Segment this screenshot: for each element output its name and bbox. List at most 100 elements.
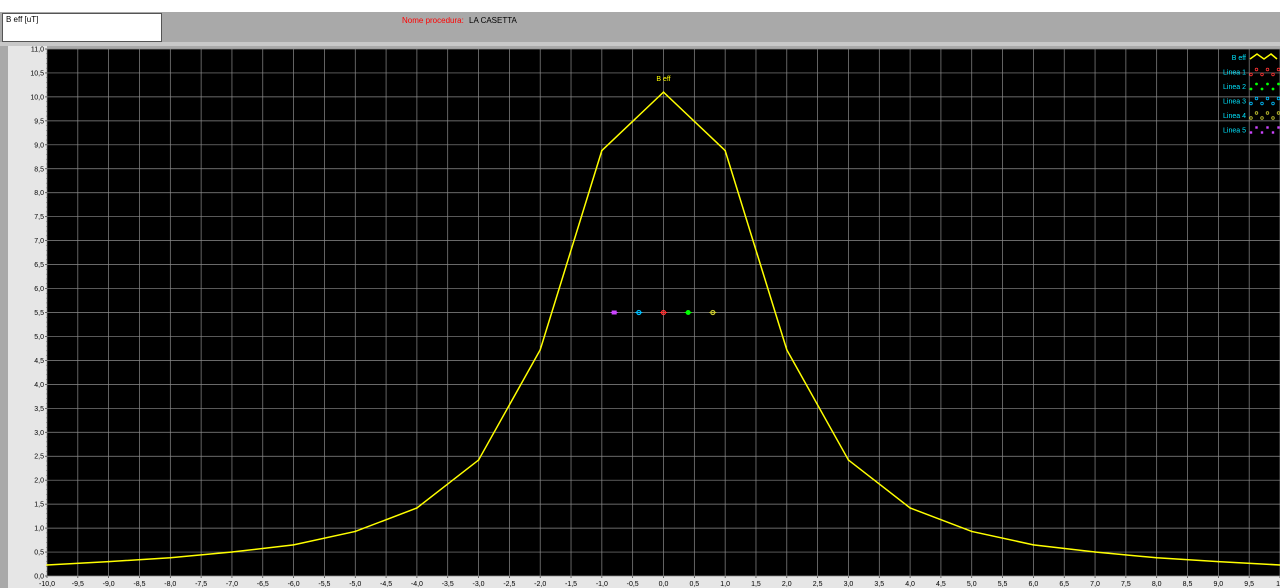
x-tick-label: -8,0 (164, 581, 176, 588)
x-tick-label: 10 (1276, 581, 1280, 588)
x-axis-strip (8, 576, 1280, 588)
x-tick-label: -7,5 (195, 581, 207, 588)
x-tick-label: -3,5 (442, 581, 454, 588)
legend-swatch-dot (1254, 96, 1259, 101)
x-tick-label: 0,5 (689, 581, 699, 588)
y-tick-label: 7,0 (34, 238, 44, 245)
beff-point (970, 530, 973, 533)
x-tick-label: -8,5 (133, 581, 145, 588)
x-tick-label: -6,0 (288, 581, 300, 588)
x-tick-label: 5,0 (967, 581, 977, 588)
header-divider (0, 42, 1280, 46)
y-tick-label: 7,5 (34, 214, 44, 221)
beff-point (724, 149, 726, 152)
x-tick-label: 9,0 (1213, 581, 1223, 588)
x-tick-label: -3,0 (473, 581, 485, 588)
beff-point (847, 459, 850, 461)
legend-swatch-dot (1260, 87, 1264, 91)
top-strip (0, 0, 1280, 12)
y-tick-label: 1,5 (34, 502, 44, 509)
legend-swatch-dot (1265, 96, 1270, 101)
legend-swatch-dot (1254, 111, 1259, 115)
y-tick-label: 5,5 (34, 310, 44, 317)
x-tick-label: 7,5 (1121, 581, 1131, 588)
legend-swatch-dot (1260, 131, 1264, 134)
y-tick-label: 5,0 (34, 334, 44, 341)
legend-swatch-dot (1260, 116, 1264, 120)
beff-point (539, 349, 541, 351)
y-tick-label: 3,5 (34, 406, 44, 413)
beff-point (416, 507, 418, 509)
legend-label-6: Linea 5 (1223, 128, 1246, 135)
y-tick-label: 3,0 (34, 430, 44, 437)
x-tick-label: 3,0 (844, 581, 854, 588)
x-tick-label: 6,5 (1059, 581, 1069, 588)
legend-swatch-dot (1271, 72, 1275, 77)
beff-point (231, 551, 233, 553)
beff-point (1032, 544, 1035, 546)
y-tick-label: 1,0 (34, 526, 44, 533)
x-tick-label: -1,0 (596, 581, 608, 588)
y-tick-label: 9,0 (34, 142, 44, 149)
linea-1-marker (660, 309, 667, 316)
beff-point (169, 556, 172, 559)
x-tick-label: -7,0 (226, 581, 238, 588)
legend-swatch-dot (1249, 72, 1253, 77)
legend-swatch-dot (1254, 67, 1259, 72)
legend-swatch-dot (1271, 131, 1275, 134)
left-margin (0, 46, 8, 588)
linea-4-marker (710, 309, 716, 316)
x-tick-label: 7,0 (1090, 581, 1100, 588)
legend-swatch-dot (1271, 101, 1275, 106)
legend-swatch-dot (1260, 72, 1264, 77)
y-tick-label: 8,0 (34, 190, 44, 197)
legend-label-4: Linea 3 (1223, 99, 1246, 106)
legend-swatch-dot (1249, 87, 1253, 91)
x-tick-label: 1,5 (751, 581, 761, 588)
header-bar (0, 12, 1280, 42)
y-axis-strip (8, 46, 47, 584)
x-tick-label: 4,5 (936, 581, 946, 588)
legend-swatch-dot (1255, 126, 1258, 129)
legend-swatch-dot (1277, 126, 1280, 129)
beff-point (662, 91, 665, 93)
y-tick-label: 11,0 (31, 47, 44, 54)
x-tick-label: -10,0 (39, 581, 55, 588)
beff-point (354, 530, 357, 533)
y-tick-label: 2,0 (34, 478, 44, 485)
legend-swatch-dot (1271, 116, 1275, 120)
beff-point (477, 459, 480, 461)
x-tick-label: -0,5 (627, 581, 639, 588)
x-tick-label: 2,5 (813, 581, 823, 588)
y-tick-label: 0,5 (34, 550, 44, 557)
x-tick-label: -4,0 (411, 581, 423, 588)
legend-swatch-dot (1271, 87, 1275, 91)
y-tick-label: 4,0 (34, 382, 44, 389)
legend-swatch-dot (1249, 116, 1253, 120)
beff-point (292, 544, 295, 546)
x-tick-label: -4,5 (380, 581, 392, 588)
x-tick-label: 0,0 (659, 581, 669, 588)
legend-swatch-beff (1249, 53, 1278, 60)
y-tick-label: 4,5 (34, 358, 44, 365)
legend-swatch-dot (1249, 131, 1253, 134)
y-tick-label: 10,5 (30, 70, 44, 77)
y-tick-label: 6,5 (34, 262, 44, 269)
y-tick-label: 6,0 (34, 286, 44, 293)
x-tick-label: -5,5 (318, 581, 330, 588)
x-tick-label: 5,5 (998, 581, 1008, 588)
y-tick-label: 0,0 (34, 574, 44, 581)
x-tick-label: 8,5 (1183, 581, 1193, 588)
x-tick-label: 4,0 (905, 581, 915, 588)
measure-selector[interactable]: B eff [uT] (2, 13, 162, 42)
legend-label-2: Linea 1 (1223, 70, 1246, 77)
x-tick-label: 6,0 (1029, 581, 1039, 588)
beff-point (1217, 560, 1220, 563)
legend-swatch-dot (1265, 111, 1270, 115)
beff-point (601, 149, 603, 152)
procedure-label: Nome procedura: (402, 16, 464, 25)
beff-point (1155, 556, 1158, 559)
beff-point (1094, 551, 1096, 553)
beff-point (909, 507, 911, 509)
y-tick-label: 2,5 (34, 454, 44, 461)
